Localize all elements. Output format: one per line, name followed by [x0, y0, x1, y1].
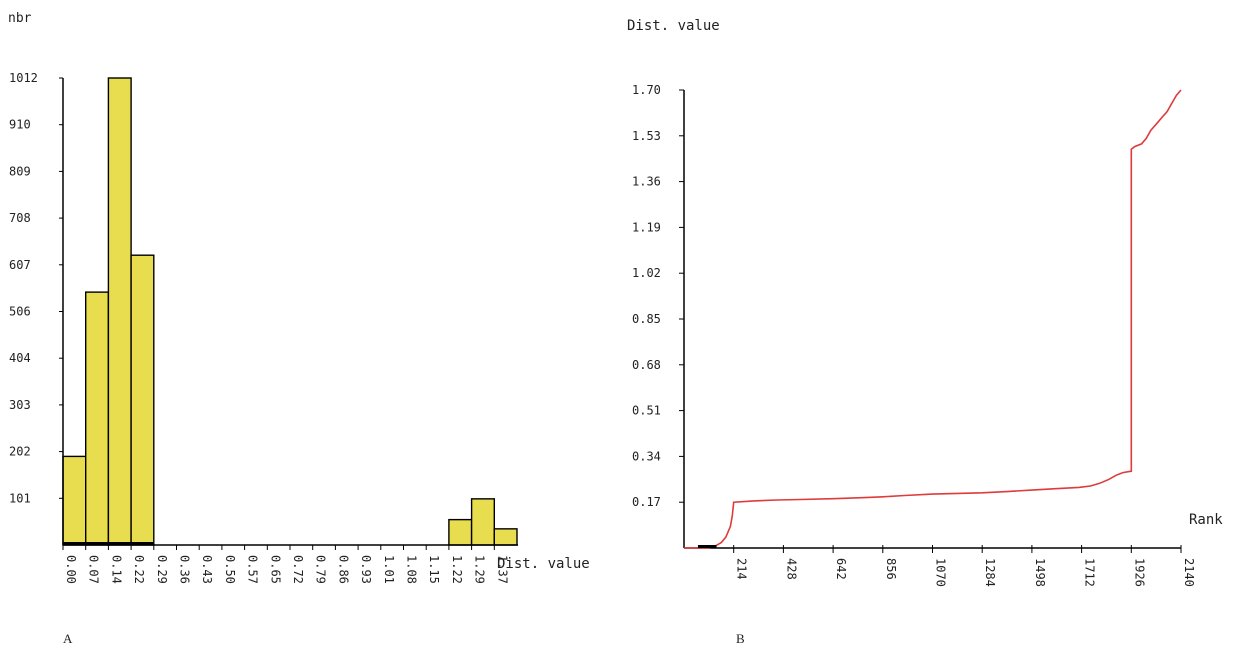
- line-x-tick-label: 1498: [1033, 558, 1047, 587]
- histogram-x-tick-label: 0.14: [109, 555, 123, 584]
- histogram-bar: [493, 528, 518, 546]
- line-x-tick-label: 1070: [934, 558, 948, 587]
- histogram-x-tick-label: 0.79: [314, 555, 328, 584]
- histogram-y-tick-label: 708: [9, 211, 31, 225]
- histogram-x-tick-label: 1.01: [382, 555, 396, 584]
- histogram-y-tick-label: 809: [9, 164, 31, 178]
- histogram-x-tick-label: 1.29: [473, 555, 487, 584]
- line-series-path: [684, 89, 1182, 549]
- line-y-tick-label: 0.51: [632, 404, 661, 418]
- histogram-bar: [107, 77, 132, 546]
- histogram-x-tick-label: 0.36: [178, 555, 192, 584]
- line-y-tick-label: 0.17: [632, 495, 661, 509]
- line-y-tick-label: 1.36: [632, 175, 661, 189]
- line-y-tick-label: 0.34: [632, 449, 661, 463]
- line-x-tick-label: 1926: [1132, 558, 1146, 587]
- histogram-x-tick-label: 0.50: [223, 555, 237, 584]
- line-y-tick-label: 1.53: [632, 129, 661, 143]
- line-x-axis-label: Rank: [1189, 512, 1223, 528]
- histogram-y-tick-label: 1012: [9, 71, 38, 85]
- line-y-tick-label: 1.70: [632, 83, 661, 97]
- histogram-x-tick-label: 1.15: [427, 555, 441, 584]
- line-y-axis-label: Dist. value: [627, 18, 720, 34]
- line-y-tick-label: 0.68: [632, 358, 661, 372]
- histogram-x-tick-label: 0.00: [64, 555, 78, 584]
- line-x-tick-label: 642: [834, 558, 848, 580]
- line-x-tick-label: 1284: [983, 558, 997, 587]
- histogram-bar: [62, 455, 87, 546]
- panel-label-a: A: [63, 631, 73, 646]
- histogram-bar: [84, 291, 110, 546]
- histogram-x-tick-label: 1.08: [405, 555, 419, 584]
- histogram-bar: [448, 518, 473, 546]
- histogram-panel-a: nbr Dist. value A 101 202 303 404 506 607 708 8…: [8, 11, 590, 646]
- histogram-x-tick-label: 1.22: [450, 555, 464, 584]
- line-y-tick-label: 0.85: [632, 312, 661, 326]
- histogram-x-tick-label: 0.93: [359, 555, 373, 584]
- histogram-x-tick-label: 0.57: [246, 555, 260, 584]
- panel-label-b: B: [736, 631, 745, 646]
- histogram-y-axis-label: nbr: [8, 11, 32, 26]
- histogram-x-tick-label: 0.65: [268, 555, 282, 584]
- histogram-x-tick-label: 0.43: [200, 555, 214, 584]
- histogram-y-tick-label: 506: [9, 305, 31, 319]
- histogram-y-tick-label: 607: [9, 258, 31, 272]
- line-x-tick-label: 1712: [1083, 558, 1097, 587]
- line-x-tick-label: 2140: [1182, 558, 1196, 587]
- histogram-x-tick-label: 0.86: [336, 555, 350, 584]
- histogram-x-tick-label: 0.72: [291, 555, 305, 584]
- histogram-bar: [130, 254, 155, 546]
- histogram-x-axis-label: Dist. value: [497, 556, 590, 572]
- line-y-tick-label: 1.19: [632, 220, 661, 234]
- histogram-y-tick-label: 101: [9, 491, 31, 505]
- histogram-y-tick-label: 404: [9, 351, 31, 365]
- histogram-x-tick-label: 1.37: [495, 555, 509, 584]
- histogram-y-tick-label: 303: [9, 398, 31, 412]
- histogram-x-tick-label: 0.29: [155, 555, 169, 584]
- histogram-x-tick-label: 0.07: [87, 555, 101, 584]
- histogram-y-tick-label: 202: [9, 445, 31, 459]
- line-x-tick-label: 856: [884, 558, 898, 580]
- line-x-tick-label: 214: [735, 558, 749, 580]
- line-y-tick-label: 1.02: [632, 266, 661, 280]
- line-panel-b: Dist. value Rank B 0.17 0.34 0.51 0.68 0.85 1…: [627, 18, 1223, 646]
- histogram-y-tick-label: 910: [9, 118, 31, 132]
- histogram-bar: [470, 498, 496, 546]
- line-x-tick-label: 428: [784, 558, 798, 580]
- histogram-x-tick-label: 0.22: [132, 555, 146, 584]
